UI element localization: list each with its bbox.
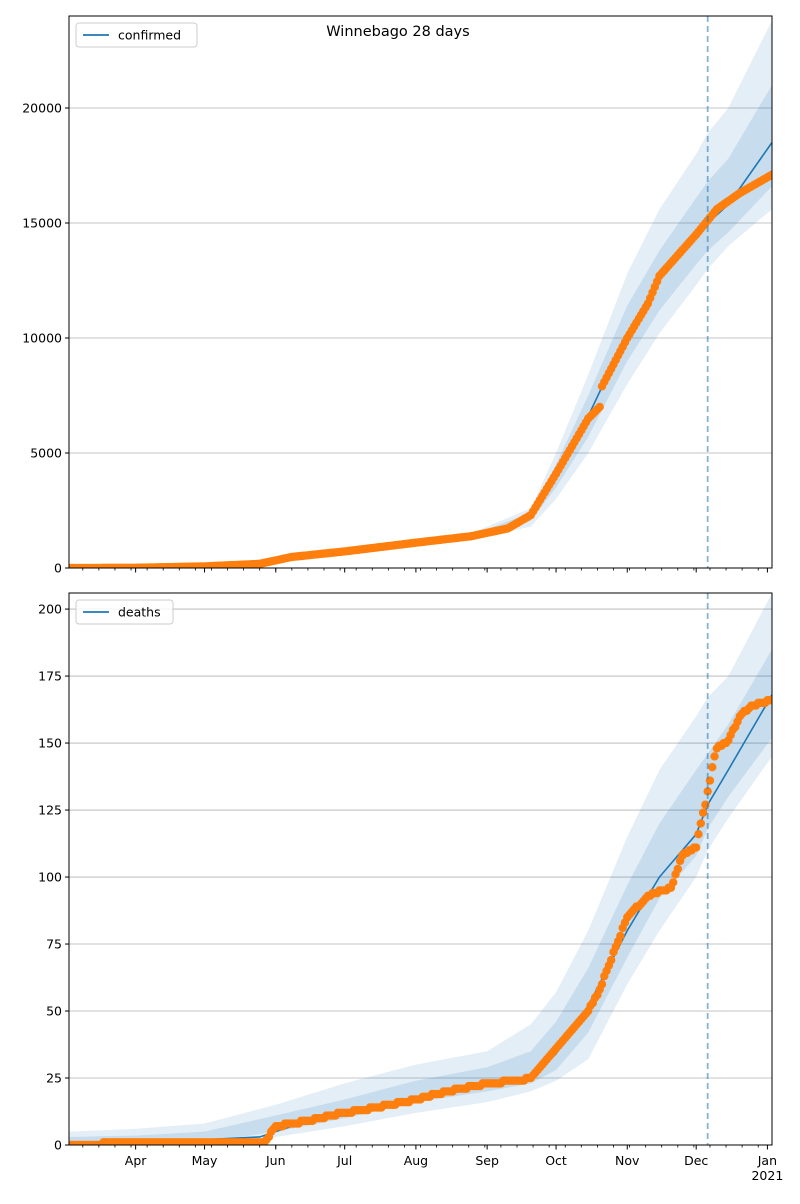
observed-point [698,808,708,817]
observed-point [694,829,703,839]
y-tick-label: 125 [38,803,62,818]
y-tick-label: 0 [54,1138,62,1153]
observed-point [696,819,705,828]
inner-uncertainty-band [69,649,772,1145]
legend: deaths [75,599,174,625]
observed-point [708,762,717,772]
legend-box [75,599,174,625]
plot-area [69,20,772,568]
legend-box [75,22,198,48]
x-year-label: 2021 [751,1168,783,1183]
outer-uncertainty-band [69,593,772,1145]
y-tick-label: 150 [38,736,62,751]
x-tick-label: Dec [684,1153,708,1168]
x-tick-label: Jun [265,1153,286,1168]
observed-point [669,878,678,887]
y-tick-label: 100 [38,870,62,885]
x-tick-label: Jan [757,1153,777,1168]
y-tick-label: 175 [38,669,62,684]
x-tick-label: Jul [336,1153,352,1168]
observed-point [767,170,772,179]
inner-uncertainty-band [69,85,772,568]
y-tick-label: 5000 [30,446,62,461]
y-tick-label: 75 [46,937,62,952]
observed-point [595,402,604,412]
observed-point [710,752,719,761]
y-tick-label: 50 [46,1004,62,1019]
observed-point [597,980,607,989]
confirmed-panel: 0 5000 10000 15000 20000 confirmed [22,15,773,576]
chart-title: Winnebago 28 days [326,24,469,40]
deaths-panel: 0 25 50 75 100 125 150 175 200 Apr May Jun Jul Aug Sep… [38,592,783,1183]
observed-point [616,931,625,941]
x-tick-label: Aug [404,1153,428,1168]
x-tick-label: Oct [545,1153,567,1168]
x-tick-label: Apr [125,1153,147,1168]
y-tick-label: 25 [46,1071,62,1086]
y-tick-label: 200 [38,602,62,617]
plot-area [69,593,772,1145]
observed-point [606,955,616,965]
observed-point [691,843,701,852]
legend: confirmed [75,22,198,48]
x-tick-label: May [192,1153,218,1168]
observed-point [767,695,772,705]
y-tick-label: 20000 [22,101,62,116]
observed-point [673,864,683,874]
x-tick-label: Nov [615,1153,640,1168]
x-tick-label: Sep [475,1153,499,1168]
legend-label: confirmed [118,28,181,43]
y-tick-label: 10000 [22,331,62,346]
y-tick-label: 15000 [22,216,62,231]
outer-uncertainty-band [69,20,772,568]
observed-point [703,787,712,796]
legend-label: deaths [118,605,161,620]
y-tick-label: 0 [54,561,62,576]
